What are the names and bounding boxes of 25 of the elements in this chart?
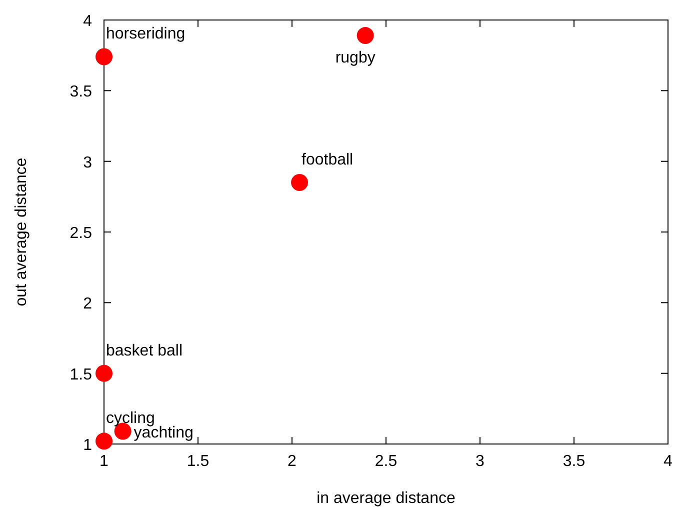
point	[356, 27, 374, 44]
x-tick-label: 4	[664, 453, 673, 470]
y-tick-label: 2	[83, 296, 92, 313]
y-axis-title: out average distance	[13, 158, 30, 306]
x-tick-label: 3	[476, 453, 485, 470]
y-tick-label: 1	[83, 437, 92, 454]
y-tick-label: 3	[83, 154, 92, 172]
x-tick-label: 1	[100, 453, 109, 470]
annotation: horseriding	[106, 26, 186, 43]
x-tick-label: 3.5	[562, 453, 586, 470]
y-tick-label: 2.5	[70, 225, 92, 242]
x-tick-label: 1.5	[186, 453, 210, 470]
y-tick-label: 1.5	[70, 366, 92, 384]
point	[291, 174, 308, 192]
annotation: basket ball	[106, 342, 182, 360]
x-axis-title: in average distance	[316, 490, 456, 507]
annotation: football	[302, 152, 354, 169]
y-tick-label: 3.5	[70, 84, 92, 101]
y-tick-label: 4	[83, 13, 92, 30]
point	[96, 364, 112, 382]
point	[96, 48, 112, 66]
point	[96, 432, 112, 450]
annotation: rugby	[335, 50, 376, 67]
x-tick-label: 2.5	[374, 453, 398, 470]
x-tick-label: 2	[288, 453, 297, 470]
